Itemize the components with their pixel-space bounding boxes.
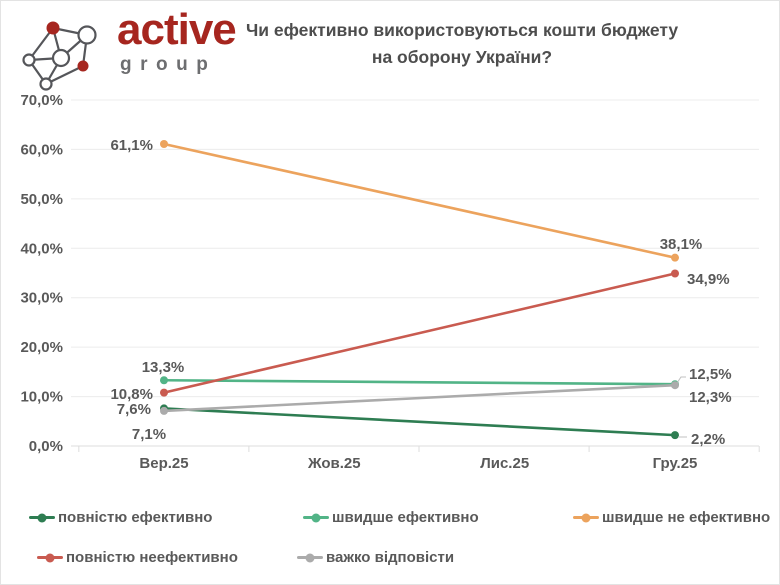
logo-wordmark: active group [117,5,237,76]
legend-label: швидше не ефективно [602,509,771,526]
logo-brand-text: active [117,5,237,54]
y-axis-tick-label: 60,0% [20,141,63,158]
legend-label: важко відповісти [326,549,455,566]
data-label: 61,1% [110,137,153,154]
series-line [162,272,677,394]
data-label: 12,3% [689,389,732,406]
legend-label: повністю неефективно [66,549,238,566]
series-2: 13,3% 12,5% [142,359,732,389]
line-chart: 0,0% 10,0% 20,0% 30,0% 40,0% 50,0% 60,0% 70,0% В… [20,92,760,472]
legend-item: важко відповісти [297,549,454,566]
data-point [671,269,679,278]
legend-dot-icon [45,553,55,562]
y-axis-tick-label: 10,0% [20,389,63,406]
legend-line-marker-icon [29,513,55,522]
data-label: 34,9% [687,271,730,288]
y-axis-tick-label: 0,0% [29,438,63,455]
legend-item: повністю ефективно [29,509,212,526]
y-axis-tick-label: 40,0% [20,240,63,257]
active-group-logo: active group [17,5,237,93]
legend-line-marker-icon [303,513,329,522]
data-label: 7,6% [117,401,151,418]
data-label: 10,8% [110,386,153,403]
data-label: 38,1% [660,236,703,253]
data-point [160,406,168,415]
data-point [671,253,679,262]
data-point [671,431,679,440]
y-axis-tick-label: 30,0% [20,290,63,307]
data-point [160,376,168,385]
y-axis-tick-label: 70,0% [20,92,63,109]
series-line [162,142,677,259]
chart-title-line2: на оборону України? [371,47,553,68]
series-4: 10,8% 34,9% [110,269,730,403]
x-axis-category-label: Жов.25 [307,455,361,472]
y-axis-tick-label: 50,0% [20,191,63,208]
series-3: 61,1% 38,1% [110,137,702,262]
data-point [160,388,168,397]
legend-line-marker-icon [573,513,599,522]
data-point [671,381,679,390]
series-line [162,383,677,413]
data-label: 12,5% [689,366,732,383]
data-label: 7,1% [132,426,166,443]
legend-line-marker-icon [37,553,63,562]
legend-dot-icon [581,513,591,522]
y-axis-tick-label: 20,0% [20,339,63,356]
legend-dot-icon [311,513,321,522]
x-axis-category-label: Гру.25 [653,455,698,472]
chart-title-line1: Чи ефективно використовуються кошти бюдж… [245,20,679,40]
network-graph-icon [22,21,97,91]
legend-dot-icon [305,553,315,562]
data-label: 2,2% [691,431,725,448]
series-line [162,378,677,386]
x-axis-category-label: Лис.25 [480,455,529,472]
logo-sub-text: group [120,53,217,75]
series-1: 7,6% 2,2% [117,401,725,448]
series-5: 7,1% 12,3% [132,381,732,443]
legend-item: повністю неефективно [37,549,238,566]
label-leader-line [676,376,686,384]
series-line [162,407,677,437]
legend-dot-icon [37,513,47,522]
data-label: 13,3% [142,359,185,376]
legend-item: швидше не ефективно [573,509,770,526]
x-axis-category-label: Вер.25 [139,455,188,472]
legend-line-marker-icon [297,553,323,562]
legend-item: швидше ефективно [303,509,479,526]
data-point [160,139,168,148]
legend-label: повністю ефективно [58,509,213,526]
legend-label: швидше ефективно [332,509,479,526]
chart-title: Чи ефективно використовуються кошти бюдж… [229,17,695,71]
